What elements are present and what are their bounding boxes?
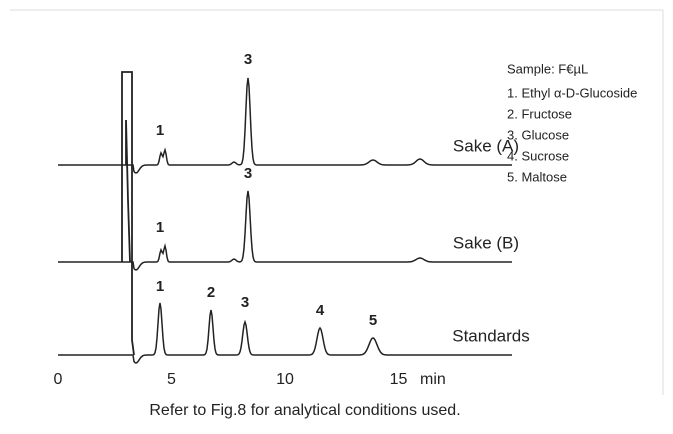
legend-item: 4. Sucrose [507,148,569,163]
x-tick-label: 0 [54,371,63,388]
trace [58,190,512,271]
trace [58,302,512,364]
peak-label: 1 [156,219,164,236]
peak-label: 3 [244,165,252,182]
x-tick-label: 10 [276,371,294,388]
trace-name: Sake (A) [453,136,519,155]
trace-name: Sake (B) [453,233,519,252]
peak-label: 2 [207,284,215,301]
x-axis-label: min [420,371,446,388]
x-tick-label: 5 [167,371,176,388]
legend-item: 3. Glucose [507,127,569,142]
legend-item: 5. Maltose [507,169,567,184]
peak-label: 3 [241,294,249,311]
peak-label: 1 [156,278,164,295]
peak-label: 5 [369,312,377,329]
legend-title: Sample: F€µL [507,61,588,76]
trace [58,77,512,174]
peak-label: 4 [316,302,325,319]
trace-name: Standards [452,326,530,345]
peak-label: 1 [156,122,164,139]
caption: Refer to Fig.8 for analytical conditions… [149,402,460,419]
solvent-front [121,71,135,356]
peak-label: 3 [244,51,252,68]
legend-item: 1. Ethyl α-D-Glucoside [507,85,637,100]
legend-item: 2. Fructose [507,106,572,121]
x-tick-label: 15 [390,371,408,388]
